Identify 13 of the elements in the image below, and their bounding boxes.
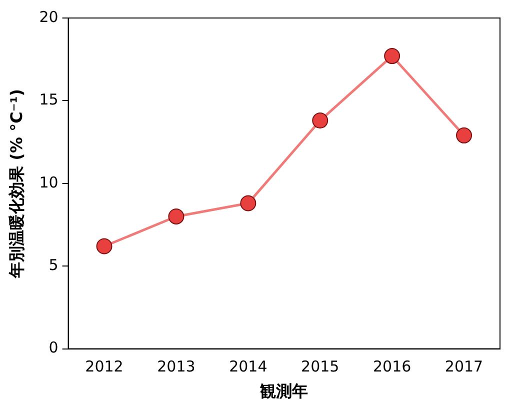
x-tick-label: 2014 [229,358,268,376]
x-tick-label: 2012 [85,358,124,376]
x-tick-label: 2015 [301,358,340,376]
y-tick-label: 0 [48,338,58,357]
x-axis-title: 観測年 [259,382,308,401]
y-axis-title: 年別温暖化効果 (% °C⁻¹) [6,88,26,279]
y-tick-label: 5 [48,256,58,274]
x-tick-label: 2016 [372,358,412,376]
x-tick-label: 2013 [157,358,196,376]
y-tick-label: 20 [39,8,58,26]
x-tick-label: 2017 [444,358,484,376]
y-tick-label: 15 [39,90,58,109]
y-tick-label: 10 [39,173,58,192]
